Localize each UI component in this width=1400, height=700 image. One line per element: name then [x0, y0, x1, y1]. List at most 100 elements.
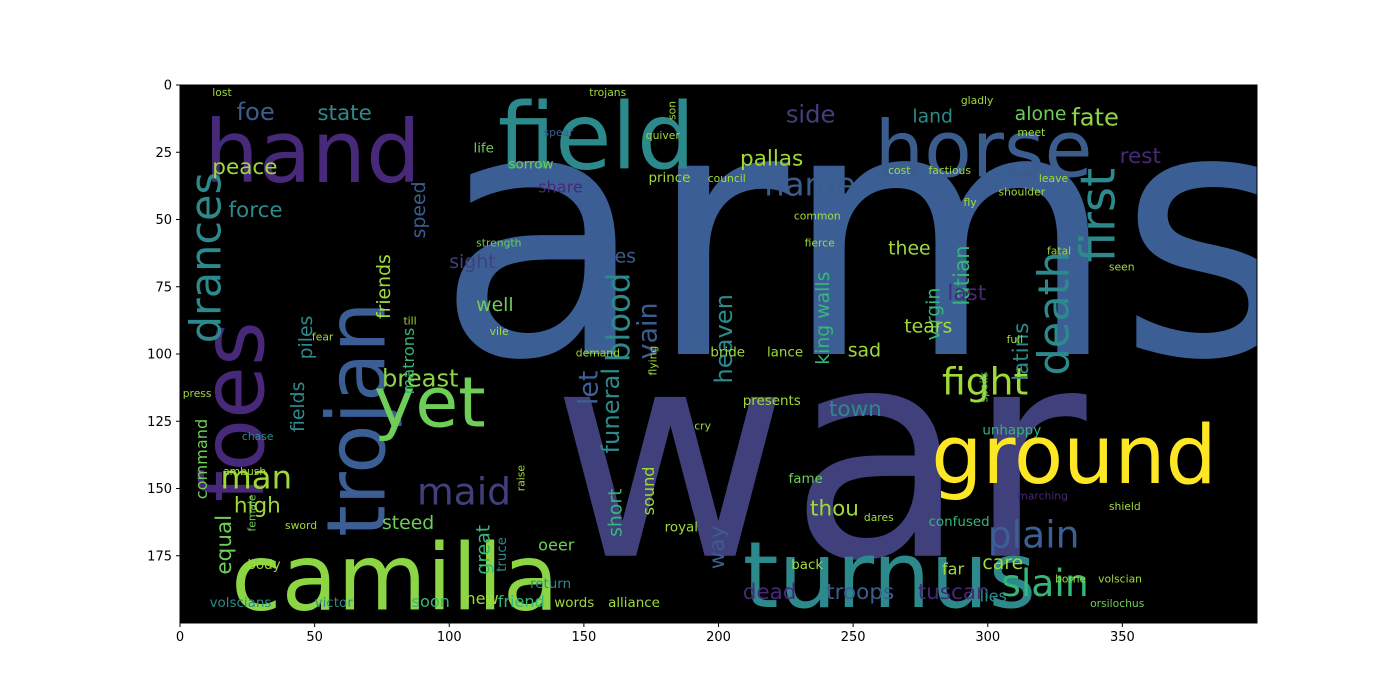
word-far: far [942, 560, 965, 579]
x-tick-label: 300 [975, 630, 1000, 645]
word-rest: rest [1120, 144, 1161, 169]
word-orsilochus: orsilochus [1090, 597, 1145, 610]
word-fight: fight [942, 359, 1028, 403]
word-volscian: volscian [1098, 573, 1142, 586]
word-arms: arms [436, 35, 1297, 436]
word-maid: maid [417, 470, 511, 514]
word-quiver: quiver [646, 129, 681, 142]
word-body: body [247, 558, 280, 573]
y-tick-label: 0 [164, 79, 172, 94]
x-tick-label: 0 [176, 630, 184, 645]
word-war: war [552, 286, 1090, 625]
word-volscians: volscians [210, 596, 272, 611]
word-spear: spear [543, 126, 574, 139]
word-common: common [794, 210, 841, 223]
word-spoils: spoils [978, 371, 991, 402]
word-foe: foe [237, 98, 275, 126]
word-press: press [183, 387, 212, 400]
word-chase: chase [242, 430, 274, 443]
word-let: let [573, 371, 604, 406]
word-last: last [947, 281, 986, 306]
word-foes: foes [184, 321, 284, 502]
word-trojans: trojans [589, 86, 626, 99]
word-dead: dead [743, 580, 797, 605]
y-tick-label: 175 [147, 549, 172, 564]
x-tick-label: 250 [841, 630, 866, 645]
word-ground: ground [931, 409, 1216, 503]
x-tick-label: 350 [1110, 630, 1135, 645]
word-fame: fame [789, 472, 823, 487]
y-tick-label: 125 [147, 415, 172, 430]
word-flying: flying [647, 346, 660, 376]
word-sad: sad [848, 341, 881, 362]
word-marching: marching [1017, 489, 1068, 502]
word-thee: thee [888, 238, 930, 259]
word-prince: prince [648, 171, 690, 186]
word-state: state [317, 101, 372, 126]
word-virgin: virgin [923, 288, 944, 341]
word-gladly: gladly [961, 94, 994, 107]
y-axis: 0 25 50 75 100 125 150 175 [147, 79, 180, 564]
word-ambush: ambush [223, 465, 266, 478]
word-leave: leave [1039, 172, 1069, 185]
word-shield: shield [1109, 500, 1141, 513]
word-alliance: alliance [608, 596, 660, 611]
word-truce: truce [495, 537, 510, 572]
word-cry: cry [694, 419, 711, 432]
word-sight: sight [449, 252, 495, 273]
x-tick-label: 200 [706, 630, 731, 645]
word-sound: sound [639, 466, 658, 515]
word-words: words [554, 596, 594, 611]
word-piles: piles [296, 316, 317, 360]
word-son: son [665, 101, 678, 120]
word-unhappy: unhappy [982, 424, 1041, 439]
word-fly: fly [964, 196, 978, 209]
word-raise: raise [515, 465, 528, 492]
word-thou: thou [810, 496, 859, 521]
word-land: land [912, 107, 953, 128]
word-breast: breast [382, 364, 459, 392]
word-speed: speed [409, 181, 430, 238]
word-fear: fear [312, 331, 334, 344]
word-confused: confused [929, 515, 990, 530]
word-king-walls: king walls [813, 272, 834, 365]
word-friend: friend [498, 592, 545, 611]
word-slain: slain [1001, 561, 1089, 605]
word-fierce: fierce [805, 236, 835, 249]
word-great: great [474, 525, 495, 575]
word-peace: peace [212, 155, 277, 180]
x-tick-label: 150 [571, 630, 596, 645]
word-way: way [705, 525, 730, 569]
word-blood: blood [600, 273, 638, 362]
word-vain: vain [633, 302, 664, 359]
word-man: man [220, 459, 292, 497]
y-tick-label: 50 [155, 213, 172, 228]
image-background [180, 85, 1257, 623]
word-new: new [465, 589, 498, 608]
word-till: till [403, 314, 416, 327]
word-council: council [708, 172, 746, 185]
word-alone: alone [1015, 104, 1067, 125]
word-care: care [982, 553, 1023, 574]
word-tuscan: tuscan [918, 580, 990, 605]
word-fatal: fatal [1047, 244, 1071, 257]
word-force: force [228, 198, 282, 223]
word-matrons: matrons [399, 328, 418, 395]
word-lance: lance [767, 346, 803, 361]
word-heaven: heaven [710, 294, 738, 384]
word-share: share [538, 178, 583, 197]
word-drances: drances [181, 172, 231, 343]
word-latian: latian [950, 245, 975, 305]
word-borne: borne [1055, 573, 1086, 586]
word-fields: fields [288, 382, 309, 432]
word-equal: equal [212, 515, 237, 575]
word-return: return [530, 577, 571, 592]
word-short: short [606, 489, 627, 537]
word-steed: steed [382, 513, 434, 534]
word-command: command [192, 419, 211, 499]
y-tick-label: 75 [155, 280, 172, 295]
word-hand: hand [204, 103, 420, 203]
word-well: well [476, 295, 513, 316]
y-tick-label: 25 [155, 146, 172, 161]
